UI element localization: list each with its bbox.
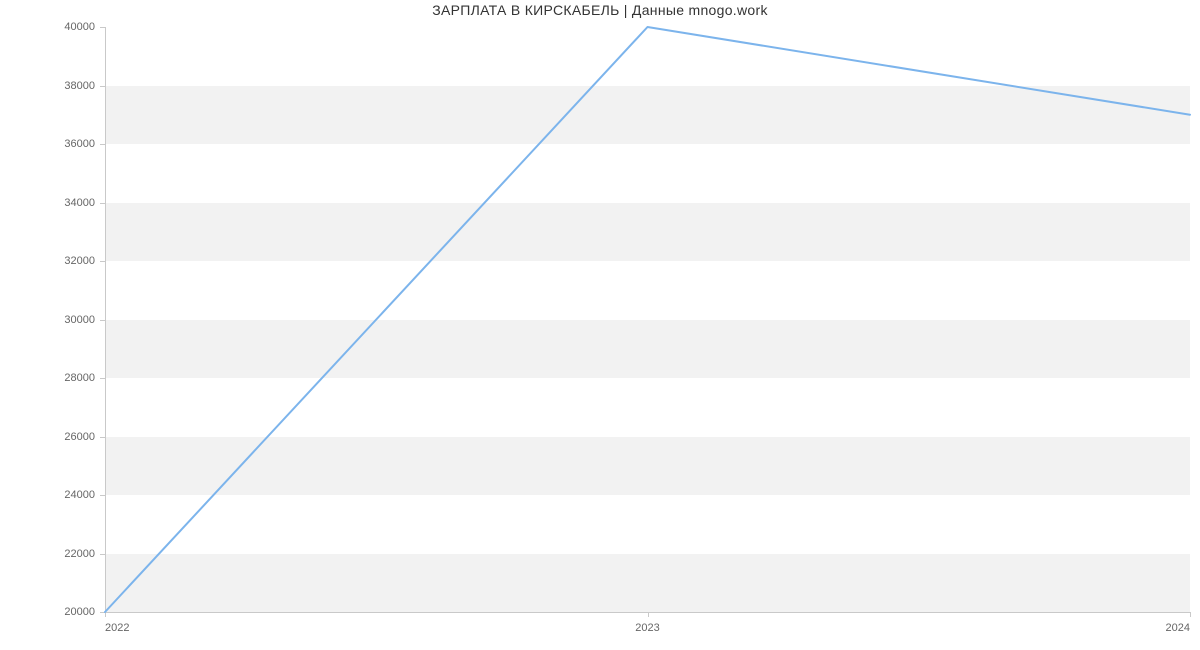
x-tick-label: 2022 [105, 622, 129, 634]
y-tick-label: 32000 [45, 255, 95, 267]
x-tick-label: 2023 [635, 622, 659, 634]
y-tick-label: 20000 [45, 606, 95, 618]
x-tick [648, 612, 649, 617]
y-tick-label: 22000 [45, 548, 95, 560]
y-tick-label: 38000 [45, 80, 95, 92]
plot-area: 2000022000240002600028000300003200034000… [105, 27, 1190, 612]
y-tick-label: 30000 [45, 314, 95, 326]
y-tick-label: 28000 [45, 372, 95, 384]
y-tick-label: 34000 [45, 197, 95, 209]
y-tick-label: 40000 [45, 21, 95, 33]
x-tick-label: 2024 [1150, 622, 1190, 634]
salary-line-chart: ЗАРПЛАТА В КИРСКАБЕЛЬ | Данные mnogo.wor… [0, 0, 1200, 650]
y-tick-label: 26000 [45, 431, 95, 443]
series-line-salary [105, 27, 1190, 612]
series-layer [105, 27, 1190, 612]
x-tick [1190, 612, 1191, 617]
y-tick-label: 24000 [45, 489, 95, 501]
chart-title: ЗАРПЛАТА В КИРСКАБЕЛЬ | Данные mnogo.wor… [0, 2, 1200, 18]
y-tick-label: 36000 [45, 138, 95, 150]
